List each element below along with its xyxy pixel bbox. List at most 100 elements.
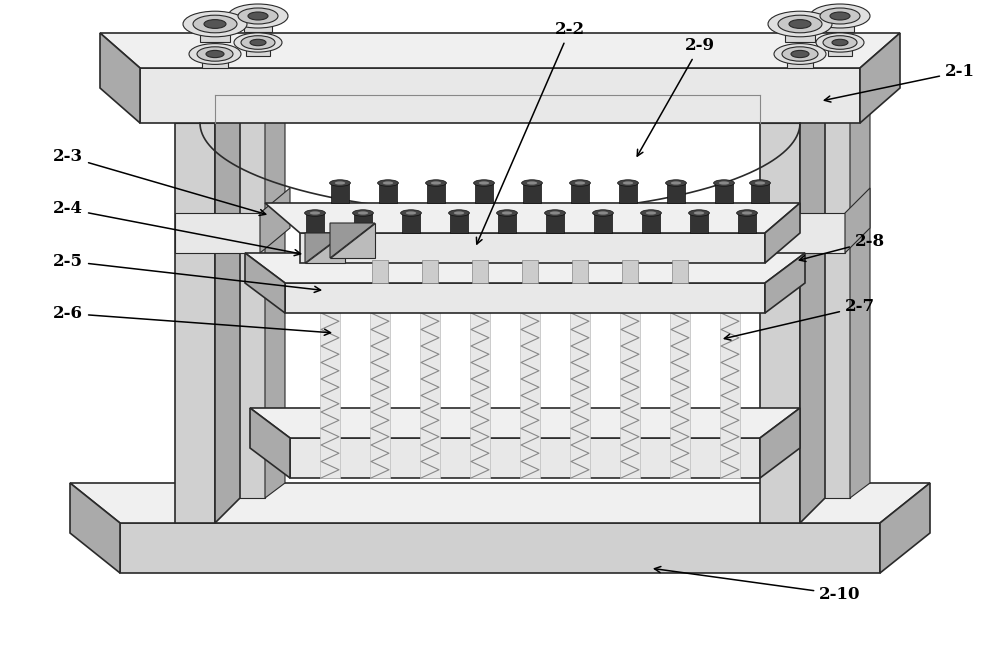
Ellipse shape (820, 8, 860, 24)
Ellipse shape (689, 210, 709, 216)
Polygon shape (420, 313, 440, 478)
Text: 2-2: 2-2 (476, 21, 585, 244)
Polygon shape (667, 183, 685, 203)
Polygon shape (330, 223, 375, 258)
Polygon shape (70, 483, 930, 523)
Ellipse shape (310, 212, 320, 215)
Ellipse shape (426, 180, 446, 186)
Ellipse shape (789, 20, 811, 28)
Ellipse shape (206, 50, 224, 57)
Polygon shape (498, 213, 516, 233)
Ellipse shape (545, 210, 565, 216)
Ellipse shape (197, 47, 233, 61)
Polygon shape (520, 313, 540, 478)
Polygon shape (820, 108, 850, 498)
Ellipse shape (241, 36, 275, 49)
Polygon shape (320, 313, 340, 478)
Ellipse shape (575, 182, 585, 185)
Polygon shape (845, 188, 870, 253)
Polygon shape (690, 213, 708, 233)
Polygon shape (402, 213, 420, 233)
Polygon shape (175, 123, 215, 523)
Ellipse shape (598, 212, 608, 215)
Ellipse shape (228, 4, 288, 28)
Ellipse shape (250, 39, 266, 46)
Ellipse shape (204, 20, 226, 28)
Text: 2-6: 2-6 (53, 305, 331, 335)
Polygon shape (100, 33, 140, 123)
Ellipse shape (378, 180, 398, 186)
Ellipse shape (454, 212, 464, 215)
Polygon shape (620, 313, 640, 478)
Ellipse shape (550, 212, 560, 215)
Polygon shape (250, 408, 290, 478)
Polygon shape (175, 213, 260, 253)
Polygon shape (860, 33, 900, 123)
Ellipse shape (305, 210, 325, 216)
Polygon shape (670, 313, 690, 478)
Ellipse shape (479, 182, 489, 185)
Polygon shape (765, 253, 805, 313)
Polygon shape (475, 183, 493, 203)
Text: 2-4: 2-4 (53, 200, 301, 256)
Ellipse shape (502, 212, 512, 215)
Polygon shape (572, 260, 588, 283)
Ellipse shape (646, 212, 656, 215)
Ellipse shape (768, 11, 832, 37)
Polygon shape (880, 483, 930, 573)
Polygon shape (265, 93, 285, 498)
Ellipse shape (330, 180, 350, 186)
Polygon shape (826, 16, 854, 32)
Ellipse shape (431, 182, 441, 185)
Ellipse shape (474, 180, 494, 186)
Polygon shape (200, 24, 230, 42)
Ellipse shape (358, 212, 368, 215)
Text: 2-1: 2-1 (824, 63, 975, 102)
Polygon shape (522, 260, 538, 283)
Ellipse shape (618, 180, 638, 186)
Ellipse shape (737, 210, 757, 216)
Polygon shape (427, 183, 445, 203)
Polygon shape (571, 183, 589, 203)
Ellipse shape (183, 11, 247, 37)
Polygon shape (244, 16, 272, 32)
Text: 2-7: 2-7 (724, 298, 875, 340)
Ellipse shape (666, 180, 686, 186)
Polygon shape (305, 233, 345, 263)
Polygon shape (245, 253, 285, 313)
Polygon shape (800, 98, 825, 523)
Polygon shape (523, 183, 541, 203)
Polygon shape (70, 483, 120, 573)
Ellipse shape (774, 44, 826, 65)
Polygon shape (570, 313, 590, 478)
Ellipse shape (832, 39, 848, 46)
Polygon shape (787, 54, 813, 69)
Text: 2-10: 2-10 (654, 567, 861, 603)
Polygon shape (751, 183, 769, 203)
Ellipse shape (522, 180, 542, 186)
Polygon shape (850, 93, 870, 498)
Polygon shape (265, 203, 800, 233)
Polygon shape (760, 123, 800, 523)
Polygon shape (120, 523, 880, 573)
Ellipse shape (623, 182, 633, 185)
Polygon shape (470, 313, 490, 478)
Ellipse shape (449, 210, 469, 216)
Polygon shape (202, 54, 228, 69)
Polygon shape (828, 42, 852, 56)
Polygon shape (720, 313, 740, 478)
Polygon shape (100, 33, 900, 68)
Polygon shape (215, 98, 240, 523)
Polygon shape (245, 253, 805, 283)
Polygon shape (642, 213, 660, 233)
Polygon shape (738, 213, 756, 233)
Polygon shape (306, 213, 324, 233)
Ellipse shape (823, 36, 857, 49)
Polygon shape (715, 183, 733, 203)
Polygon shape (305, 233, 345, 263)
Polygon shape (672, 260, 688, 283)
Polygon shape (594, 213, 612, 233)
Ellipse shape (335, 182, 345, 185)
Text: 2-5: 2-5 (53, 253, 321, 293)
Polygon shape (765, 203, 800, 263)
